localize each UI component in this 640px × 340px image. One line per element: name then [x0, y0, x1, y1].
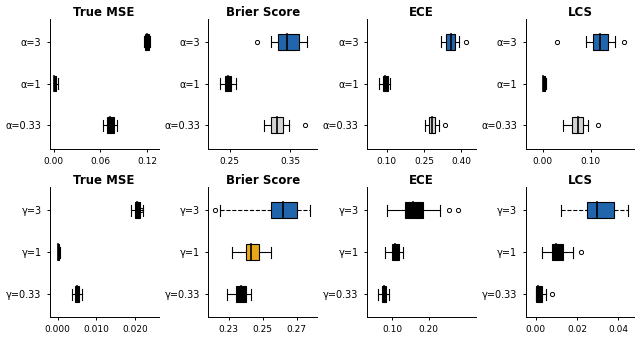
Bar	[271, 202, 297, 218]
Bar	[75, 286, 79, 302]
Bar	[588, 202, 614, 218]
Title: ECE: ECE	[409, 5, 434, 19]
Bar	[134, 202, 140, 218]
Title: True MSE: True MSE	[74, 174, 135, 187]
Bar	[58, 244, 59, 260]
Bar	[278, 34, 299, 50]
Bar	[271, 118, 283, 133]
Bar	[383, 75, 387, 91]
Bar	[446, 34, 455, 50]
Bar	[108, 118, 113, 133]
Bar	[54, 75, 56, 91]
Bar	[236, 286, 246, 302]
Bar	[145, 34, 148, 50]
Bar	[543, 75, 545, 91]
Title: True MSE: True MSE	[74, 5, 135, 19]
Title: LCS: LCS	[568, 174, 593, 187]
Title: ECE: ECE	[409, 174, 434, 187]
Bar	[392, 244, 399, 260]
Bar	[405, 202, 423, 218]
Title: Brier Score: Brier Score	[226, 5, 300, 19]
Title: LCS: LCS	[568, 5, 593, 19]
Bar	[572, 118, 582, 133]
Bar	[382, 286, 386, 302]
Bar	[246, 244, 259, 260]
Title: Brier Score: Brier Score	[226, 174, 300, 187]
Bar	[429, 118, 435, 133]
Bar	[536, 286, 542, 302]
Bar	[225, 75, 231, 91]
Bar	[593, 34, 608, 50]
Bar	[552, 244, 563, 260]
